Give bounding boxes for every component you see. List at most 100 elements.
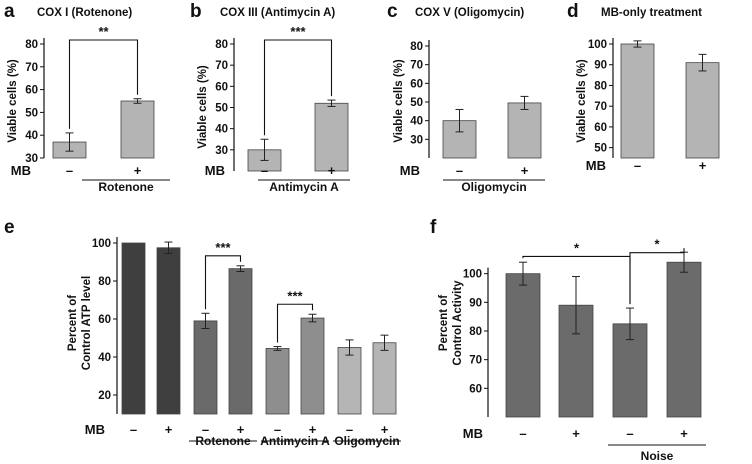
group-label-f-0: Noise [641,449,674,463]
category-label-a-0: – [66,163,73,178]
bar-e-2 [193,320,218,415]
y-tick-label-c: 30 [410,134,423,146]
y-tick-label-e: 20 [98,390,111,402]
group-label-e-0: Rotenone [195,434,251,448]
y-tick-label-f: 80 [469,326,482,338]
y-tick-label-d: 100 [588,39,607,51]
y-tick-label-b: 40 [215,124,228,136]
group-label-e-1: Antimycin A [260,434,330,448]
significance-bracket-e-1 [276,303,314,343]
category-label-f-0: – [519,426,526,441]
significance-bracket-e-0 [204,255,242,310]
y-tick-label-a: 70 [25,62,38,74]
y-tick-label-e: 40 [98,352,111,364]
significance-bracket-b-0 [263,39,333,136]
category-label-e-6: – [346,422,353,437]
y-tick-label-b: 50 [215,103,228,115]
y-tick-label-a: 80 [25,39,38,51]
y-tick-label-e: 80 [98,276,111,288]
category-label-e-4: – [274,422,281,437]
y-tick-label-a: 50 [25,107,38,119]
y-tick-label-c: 70 [410,60,423,72]
group-label-c: Oligomycin [461,180,526,194]
bar-f-0 [505,273,541,418]
y-axis-label-f: Percent of [438,295,450,351]
y-tick-label-b: 30 [215,145,228,157]
y-tick-label-b: 70 [215,60,228,72]
row-label-b: MB [205,163,225,178]
significance-label-e-1: *** [287,288,303,303]
panel-letter-e: e [4,217,15,238]
significance-label-e-0: *** [215,240,231,255]
category-label-e-3: + [237,422,245,437]
category-label-e-0: – [130,422,137,437]
y-axis-label-b: Viable cells (%) [197,65,209,149]
bar-e-6 [337,347,362,415]
y-tick-label-f: 90 [469,297,482,309]
row-label-c: MB [400,163,420,178]
bar-c-1 [507,102,542,159]
y-tick-label-a: 40 [25,130,38,142]
bar-f-3 [666,261,702,418]
y-axis-label-e: Percent of [67,295,79,351]
y-tick-label-b: 80 [215,39,228,51]
panel-letter-f: f [430,217,437,238]
row-label-d: MB [586,158,606,173]
category-label-e-2: – [202,422,209,437]
y-tick-label-b: 60 [215,81,228,93]
bar-e-7 [372,342,397,415]
y-tick-label-c: 80 [410,41,423,53]
panel-letter-d: d [567,1,579,22]
bar-e-3 [228,268,253,415]
category-label-f-1: + [572,426,580,441]
y-tick-label-a: 60 [25,85,38,97]
y-tick-label-f: 100 [463,269,482,281]
panel-title-a: COX I (Rotenone) [37,7,132,19]
significance-bracket-f-1 [629,248,685,305]
row-label-a: MB [11,163,31,178]
significance-label-f-1: * [654,237,660,252]
group-label-a: Rotenone [98,180,154,194]
y-axis-label-e: Control ATP level [81,276,93,370]
bar-e-1 [156,247,181,415]
panel-letter-c: c [387,1,398,22]
category-label-d-0: – [634,158,641,173]
panel-letter-a: a [4,1,15,22]
category-label-c-0: – [456,163,463,178]
y-tick-label-f: 70 [469,355,482,367]
bar-b-1 [314,102,349,172]
y-tick-label-c: 50 [410,97,423,109]
y-axis-label-f: Control Activity [452,280,464,366]
y-tick-label-d: 80 [594,80,607,92]
bar-e-4 [265,348,290,415]
category-label-e-1: + [165,422,173,437]
y-tick-label-d: 60 [594,122,607,134]
significance-label-b-0: *** [290,24,306,39]
bar-d-1 [685,62,720,159]
category-label-c-1: + [521,163,529,178]
y-tick-label-c: 40 [410,116,423,128]
y-axis-label-d: Viable cells (%) [576,59,588,143]
category-label-e-5: + [309,422,317,437]
y-tick-label-f: 60 [469,383,482,395]
bar-e-5 [300,317,325,415]
category-label-f-2: – [626,426,633,441]
bar-d-0 [620,43,655,159]
row-label-f: MB [463,426,483,441]
category-label-a-1: + [134,163,142,178]
panel-letter-b: b [190,1,202,22]
significance-bracket-a-0 [68,39,139,129]
y-tick-label-e: 60 [98,314,111,326]
row-label-e: MB [85,422,105,437]
y-tick-label-a: 30 [25,153,38,165]
y-axis-label-a: Viable cells (%) [7,59,19,143]
bar-e-0 [121,242,146,415]
category-label-b-1: + [328,163,336,178]
panel-title-c: COX V (Oligomycin) [415,7,524,19]
group-label-b: Antimycin A [269,180,339,194]
category-label-b-0: – [261,163,268,178]
category-label-e-7: + [381,422,389,437]
bar-a-1 [120,100,155,159]
